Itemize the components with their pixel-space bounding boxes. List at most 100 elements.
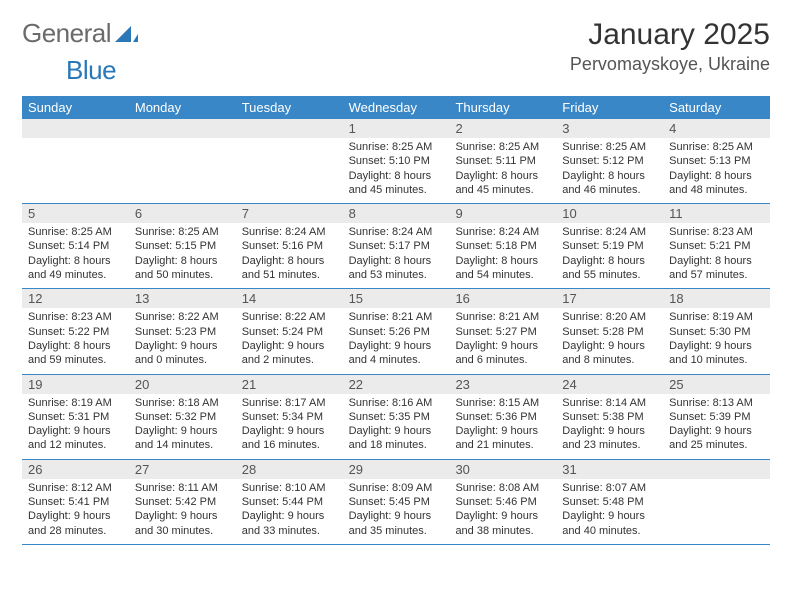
day-number: 8 xyxy=(343,204,450,223)
day-number: 12 xyxy=(22,289,129,308)
day-content: Sunrise: 8:20 AMSunset: 5:28 PMDaylight:… xyxy=(556,308,663,373)
sunset-text: Sunset: 5:35 PM xyxy=(349,410,444,424)
day-header: Thursday xyxy=(449,96,556,119)
daylight-text: Daylight: 8 hours and 55 minutes. xyxy=(562,254,657,283)
logo: General xyxy=(22,18,141,49)
sunset-text: Sunset: 5:44 PM xyxy=(242,495,337,509)
day-content: Sunrise: 8:25 AMSunset: 5:11 PMDaylight:… xyxy=(449,138,556,203)
daylight-text: Daylight: 8 hours and 49 minutes. xyxy=(28,254,123,283)
calendar: Sunday Monday Tuesday Wednesday Thursday… xyxy=(22,96,770,545)
daylight-text: Daylight: 8 hours and 48 minutes. xyxy=(669,169,764,198)
daylight-text: Daylight: 9 hours and 21 minutes. xyxy=(455,424,550,453)
sunrise-text: Sunrise: 8:09 AM xyxy=(349,481,444,495)
sunset-text: Sunset: 5:23 PM xyxy=(135,325,230,339)
daylight-text: Daylight: 9 hours and 40 minutes. xyxy=(562,509,657,538)
day-content xyxy=(236,138,343,203)
day-number: 2 xyxy=(449,119,556,138)
day-content xyxy=(22,138,129,203)
daylight-text: Daylight: 8 hours and 54 minutes. xyxy=(455,254,550,283)
day-content: Sunrise: 8:21 AMSunset: 5:27 PMDaylight:… xyxy=(449,308,556,373)
title-block: January 2025 Pervomayskoye, Ukraine xyxy=(570,18,770,75)
sunrise-text: Sunrise: 8:14 AM xyxy=(562,396,657,410)
day-content: Sunrise: 8:11 AMSunset: 5:42 PMDaylight:… xyxy=(129,479,236,544)
day-content: Sunrise: 8:12 AMSunset: 5:41 PMDaylight:… xyxy=(22,479,129,544)
day-number: 21 xyxy=(236,375,343,394)
sunrise-text: Sunrise: 8:22 AM xyxy=(242,310,337,324)
sunset-text: Sunset: 5:14 PM xyxy=(28,239,123,253)
day-content: Sunrise: 8:25 AMSunset: 5:14 PMDaylight:… xyxy=(22,223,129,288)
weeks-container: 1234Sunrise: 8:25 AMSunset: 5:10 PMDayli… xyxy=(22,119,770,545)
daynum-row: 1234 xyxy=(22,119,770,138)
day-content: Sunrise: 8:24 AMSunset: 5:18 PMDaylight:… xyxy=(449,223,556,288)
daylight-text: Daylight: 8 hours and 45 minutes. xyxy=(455,169,550,198)
daynum-row: 12131415161718 xyxy=(22,289,770,308)
daylight-text: Daylight: 9 hours and 8 minutes. xyxy=(562,339,657,368)
day-content: Sunrise: 8:23 AMSunset: 5:21 PMDaylight:… xyxy=(663,223,770,288)
daylight-text: Daylight: 8 hours and 57 minutes. xyxy=(669,254,764,283)
day-content: Sunrise: 8:13 AMSunset: 5:39 PMDaylight:… xyxy=(663,394,770,459)
day-content: Sunrise: 8:23 AMSunset: 5:22 PMDaylight:… xyxy=(22,308,129,373)
sunrise-text: Sunrise: 8:13 AM xyxy=(669,396,764,410)
sunrise-text: Sunrise: 8:20 AM xyxy=(562,310,657,324)
daylight-text: Daylight: 9 hours and 25 minutes. xyxy=(669,424,764,453)
sunrise-text: Sunrise: 8:10 AM xyxy=(242,481,337,495)
day-number: 29 xyxy=(343,460,450,479)
sunset-text: Sunset: 5:28 PM xyxy=(562,325,657,339)
sunrise-text: Sunrise: 8:17 AM xyxy=(242,396,337,410)
sunrise-text: Sunrise: 8:08 AM xyxy=(455,481,550,495)
day-number: 28 xyxy=(236,460,343,479)
daylight-text: Daylight: 9 hours and 33 minutes. xyxy=(242,509,337,538)
sunrise-text: Sunrise: 8:24 AM xyxy=(349,225,444,239)
sunset-text: Sunset: 5:34 PM xyxy=(242,410,337,424)
day-number: 1 xyxy=(343,119,450,138)
sunset-text: Sunset: 5:31 PM xyxy=(28,410,123,424)
day-number: 4 xyxy=(663,119,770,138)
day-number: 25 xyxy=(663,375,770,394)
day-number: 26 xyxy=(22,460,129,479)
day-header: Tuesday xyxy=(236,96,343,119)
day-number: 5 xyxy=(22,204,129,223)
sunset-text: Sunset: 5:45 PM xyxy=(349,495,444,509)
daylight-text: Daylight: 9 hours and 0 minutes. xyxy=(135,339,230,368)
daylight-text: Daylight: 8 hours and 46 minutes. xyxy=(562,169,657,198)
daylight-text: Daylight: 9 hours and 35 minutes. xyxy=(349,509,444,538)
day-content: Sunrise: 8:24 AMSunset: 5:16 PMDaylight:… xyxy=(236,223,343,288)
location: Pervomayskoye, Ukraine xyxy=(570,54,770,75)
day-content: Sunrise: 8:07 AMSunset: 5:48 PMDaylight:… xyxy=(556,479,663,544)
day-content: Sunrise: 8:24 AMSunset: 5:19 PMDaylight:… xyxy=(556,223,663,288)
sunrise-text: Sunrise: 8:24 AM xyxy=(455,225,550,239)
sunrise-text: Sunrise: 8:19 AM xyxy=(28,396,123,410)
sunset-text: Sunset: 5:41 PM xyxy=(28,495,123,509)
sunset-text: Sunset: 5:38 PM xyxy=(562,410,657,424)
content-row: Sunrise: 8:19 AMSunset: 5:31 PM Daylight:… xyxy=(22,394,770,459)
day-content: Sunrise: 8:16 AMSunset: 5:35 PMDaylight:… xyxy=(343,394,450,459)
sunrise-text: Sunrise: 8:21 AM xyxy=(349,310,444,324)
day-number: 22 xyxy=(343,375,450,394)
day-number xyxy=(663,460,770,479)
logo-sail-icon xyxy=(113,24,139,44)
week-row: 12131415161718Sunrise: 8:23 AMSunset: 5:… xyxy=(22,289,770,374)
day-content: Sunrise: 8:08 AMSunset: 5:46 PMDaylight:… xyxy=(449,479,556,544)
sunrise-text: Sunrise: 8:15 AM xyxy=(455,396,550,410)
sunset-text: Sunset: 5:39 PM xyxy=(669,410,764,424)
day-content: Sunrise: 8:18 AMSunset: 5:32 PMDaylight:… xyxy=(129,394,236,459)
sunset-text: Sunset: 5:27 PM xyxy=(455,325,550,339)
day-content: Sunrise: 8:19 AMSunset: 5:31 PMDaylight:… xyxy=(22,394,129,459)
day-header: Friday xyxy=(556,96,663,119)
day-content: Sunrise: 8:14 AMSunset: 5:38 PMDaylight:… xyxy=(556,394,663,459)
day-content: Sunrise: 8:25 AMSunset: 5:12 PMDaylight:… xyxy=(556,138,663,203)
day-content: Sunrise: 8:10 AMSunset: 5:44 PMDaylight:… xyxy=(236,479,343,544)
day-number: 10 xyxy=(556,204,663,223)
day-content: Sunrise: 8:25 AMSunset: 5:15 PMDaylight:… xyxy=(129,223,236,288)
sunset-text: Sunset: 5:16 PM xyxy=(242,239,337,253)
day-number: 20 xyxy=(129,375,236,394)
day-content: Sunrise: 8:19 AMSunset: 5:30 PMDaylight:… xyxy=(663,308,770,373)
sunset-text: Sunset: 5:24 PM xyxy=(242,325,337,339)
sunrise-text: Sunrise: 8:21 AM xyxy=(455,310,550,324)
logo-text-1: General xyxy=(22,18,111,49)
logo-text-2: Blue xyxy=(66,55,116,86)
sunrise-text: Sunrise: 8:23 AM xyxy=(669,225,764,239)
day-number: 14 xyxy=(236,289,343,308)
day-header: Sunday xyxy=(22,96,129,119)
week-row: 1234Sunrise: 8:25 AMSunset: 5:10 PMDayli… xyxy=(22,119,770,204)
